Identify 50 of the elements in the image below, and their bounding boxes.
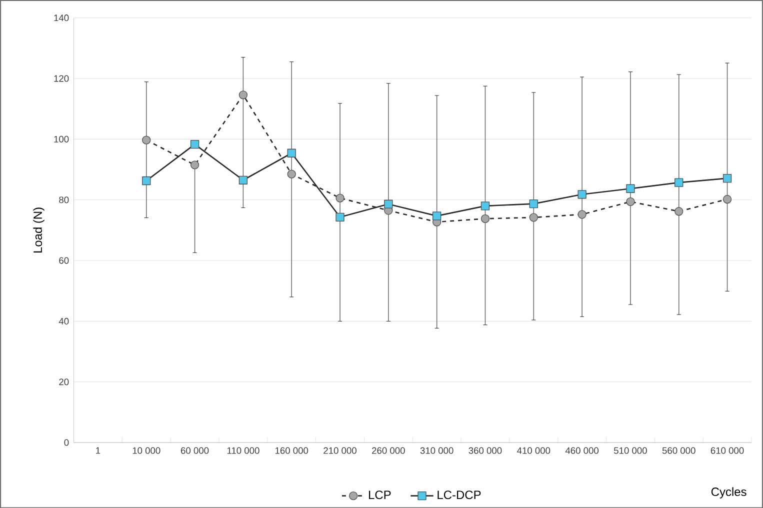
x-tick-label: 210 000 xyxy=(324,447,356,454)
point xyxy=(238,90,248,100)
point xyxy=(336,212,344,222)
x-tick-label: 460 000 xyxy=(565,447,599,454)
point xyxy=(626,184,635,193)
point xyxy=(287,148,296,158)
y-tick-label: 80 xyxy=(59,196,69,203)
point xyxy=(529,199,538,208)
x-tick-label: 1 xyxy=(96,447,100,454)
point xyxy=(722,174,732,182)
point xyxy=(626,197,635,206)
x-tick-label: 560 000 xyxy=(662,447,696,454)
y-tick-label: 40 xyxy=(58,318,69,324)
point xyxy=(578,190,586,199)
x-tick-label: 610 000 xyxy=(710,447,744,454)
y-tick-label: 0 xyxy=(64,439,69,446)
x-tick-label: 260 000 xyxy=(372,447,405,454)
x-tick-label: 60 000 xyxy=(181,447,209,454)
point xyxy=(674,206,684,216)
x-tick-label: 310 000 xyxy=(420,447,454,454)
point xyxy=(287,170,296,178)
point xyxy=(190,160,200,170)
point xyxy=(722,194,732,204)
point xyxy=(529,212,538,222)
x-axis-title: Cycles xyxy=(711,487,746,498)
point xyxy=(142,136,151,144)
point xyxy=(384,200,393,208)
legend-label: LCP xyxy=(368,490,391,499)
x-tick-label: 360 000 xyxy=(468,447,502,454)
y-tick-label: 120 xyxy=(54,75,69,82)
point xyxy=(480,201,490,210)
point xyxy=(336,194,344,202)
point xyxy=(674,178,684,187)
x-tick-label: 510 000 xyxy=(614,447,647,454)
x-tick-label: 160 000 xyxy=(275,447,308,454)
y-tick-label: 140 xyxy=(54,14,69,21)
legend-label: LC-DCP xyxy=(438,490,481,499)
x-tick-label: 10 000 xyxy=(132,447,160,454)
point xyxy=(142,176,151,185)
point xyxy=(238,176,248,184)
point xyxy=(480,214,490,223)
point xyxy=(578,210,586,219)
y-axis-title: Load (N) xyxy=(33,207,44,252)
point xyxy=(190,140,200,148)
x-tick-label: 410 000 xyxy=(517,447,550,454)
x-tick-label: 110 000 xyxy=(227,447,260,454)
y-tick-label: 100 xyxy=(54,136,69,142)
y-tick-label: 60 xyxy=(59,257,69,264)
y-tick-label: 20 xyxy=(59,378,69,386)
point xyxy=(432,211,442,220)
